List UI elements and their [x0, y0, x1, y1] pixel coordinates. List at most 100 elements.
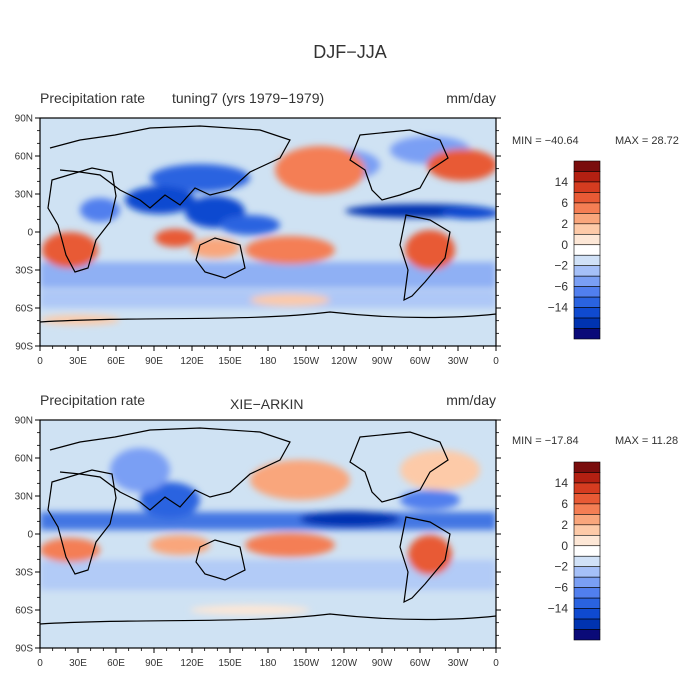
panel-top-y-axis: 90N 60N 30N 0 30S 60S 90S [15, 114, 501, 353]
panel-bottom-variable: Precipitation rate [40, 392, 145, 408]
x-tick-label: 30W [448, 658, 469, 669]
x-tick-label: 90W [372, 356, 393, 367]
x-tick-label: 120E [180, 356, 204, 367]
colorbar-swatch [573, 171, 601, 183]
colorbar-swatch [573, 233, 601, 246]
panel-top-variable: Precipitation rate [40, 90, 145, 106]
colorbar-label: 0 [561, 238, 568, 252]
panel-bottom-case-name: XIE−ARKIN [230, 396, 304, 412]
panel-top-x-axis: 0 30E 60E 90E 120E 150E 180 150W 120W 90W 60W 30W 0 [37, 346, 499, 367]
colorbar-swatch [573, 223, 601, 235]
colorbar-swatch [573, 265, 601, 277]
panel-bottom-coastlines [40, 427, 496, 625]
colorbar-swatch [573, 629, 601, 641]
panel-top: Precipitation rate tuning7 (yrs 1979−197… [15, 90, 679, 367]
x-tick-label: 90E [145, 658, 163, 669]
y-tick-label: 90S [15, 644, 33, 655]
colorbar-swatch [573, 608, 601, 620]
colorbar-swatch [573, 597, 601, 609]
panel-bottom-units: mm/day [446, 392, 496, 408]
panel-bottom-colorbar: 14 6 2 0 −2 −6 −14 [548, 461, 601, 641]
y-tick-label: 60S [15, 606, 33, 617]
x-tick-label: 180 [260, 356, 277, 367]
y-tick-label: 0 [27, 530, 33, 541]
colorbar-swatch [573, 244, 601, 256]
colorbar-swatch [573, 317, 601, 329]
colorbar-label: 6 [561, 196, 568, 210]
colorbar-label: −2 [554, 560, 568, 574]
colorbar-swatch [573, 202, 601, 214]
panel-top-field [40, 118, 496, 346]
x-tick-label: 30E [69, 356, 87, 367]
figure-title: DJF−JJA [313, 42, 387, 62]
y-tick-label: 60S [15, 304, 33, 315]
panel-bottom-field [40, 420, 496, 648]
x-tick-label: 30W [448, 356, 469, 367]
panel-top-coastlines [40, 125, 496, 323]
y-tick-label: 90N [15, 416, 33, 427]
x-tick-label: 150W [293, 356, 320, 367]
colorbar-swatch [573, 576, 601, 588]
x-tick-label: 60W [410, 356, 431, 367]
colorbar-swatch [573, 160, 601, 172]
colorbar-swatch [573, 286, 601, 298]
y-tick-label: 0 [27, 228, 33, 239]
x-tick-label: 180 [260, 658, 277, 669]
y-tick-label: 30S [15, 266, 33, 277]
x-tick-label: 90W [372, 658, 393, 669]
y-tick-label: 90N [15, 114, 33, 125]
colorbar-swatch [573, 566, 601, 578]
colorbar-label: 14 [555, 476, 569, 490]
x-tick-label: 60E [107, 356, 125, 367]
colorbar-swatch [573, 328, 601, 340]
x-tick-label: 60W [410, 658, 431, 669]
colorbar-swatch [573, 181, 601, 193]
colorbar-swatch [573, 254, 601, 267]
colorbar-swatch [573, 275, 601, 287]
colorbar-swatch [573, 524, 601, 536]
colorbar-label: −14 [548, 301, 569, 315]
panel-bottom-min-label: MIN = −17.84 [512, 435, 579, 447]
colorbar-label: 14 [555, 175, 569, 189]
x-tick-label: 60E [107, 658, 125, 669]
colorbar-swatch [573, 555, 601, 568]
y-tick-label: 30N [15, 190, 33, 201]
x-tick-label: 150W [293, 658, 320, 669]
colorbar-swatch [573, 296, 601, 308]
colorbar-swatch [573, 461, 601, 473]
y-tick-label: 60N [15, 152, 33, 163]
x-tick-label: 120E [180, 658, 204, 669]
panel-bottom-y-axis: 90N 60N 30N 0 30S 60S 90S [15, 416, 501, 655]
x-tick-label: 0 [37, 658, 43, 669]
x-tick-label: 150E [218, 658, 242, 669]
x-tick-label: 90E [145, 356, 163, 367]
y-tick-label: 30N [15, 492, 33, 503]
x-tick-label: 120W [331, 658, 358, 669]
colorbar-label: 6 [561, 497, 568, 511]
panel-top-max-label: MAX = 28.72 [615, 135, 679, 147]
x-tick-label: 0 [493, 658, 499, 669]
panel-bottom-x-axis: 0 30E 60E 90E 120E 150E 180 150W 120W 90W 60W 30W 0 [37, 648, 499, 669]
y-tick-label: 30S [15, 568, 33, 579]
colorbar-swatch [573, 587, 601, 599]
colorbar-swatch [573, 307, 601, 319]
y-tick-label: 60N [15, 454, 33, 465]
x-tick-label: 0 [493, 356, 499, 367]
panel-top-colorbar: 14 6 2 0 −2 −6 −14 [548, 160, 601, 340]
x-tick-label: 120W [331, 356, 358, 367]
panel-top-units: mm/day [446, 90, 496, 106]
colorbar-label: −14 [548, 602, 569, 616]
colorbar-swatch [573, 503, 601, 515]
x-tick-label: 0 [37, 356, 43, 367]
colorbar-swatch [573, 482, 601, 494]
colorbar-label: −6 [554, 280, 568, 294]
colorbar-label: −2 [554, 259, 568, 273]
panel-top-min-label: MIN = −40.64 [512, 135, 579, 147]
colorbar-swatch [573, 192, 601, 204]
colorbar-swatch [573, 514, 601, 526]
panel-bottom-max-label: MAX = 11.28 [615, 435, 678, 447]
x-tick-label: 150E [218, 356, 242, 367]
colorbar-label: 0 [561, 539, 568, 553]
colorbar-swatch [573, 534, 601, 547]
